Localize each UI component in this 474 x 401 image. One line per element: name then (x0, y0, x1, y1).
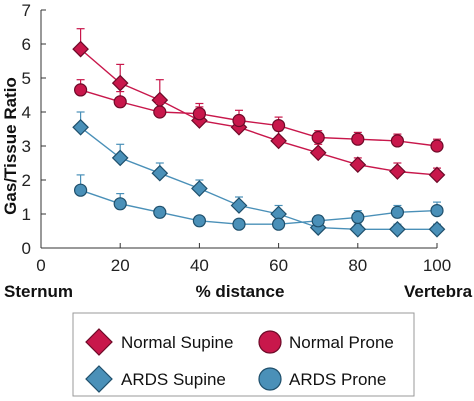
y-tick-label: 0 (22, 239, 31, 258)
y-tick-label: 6 (22, 35, 31, 54)
x-tick-label: 80 (348, 256, 367, 275)
data-point-normal-prone (73, 83, 88, 97)
series-normal-supine (72, 28, 446, 184)
series-line-ards-prone (80, 189, 438, 225)
x-tick-label: 60 (269, 256, 288, 275)
data-point-ards-prone (192, 214, 206, 228)
y-tick-label: 2 (22, 171, 31, 190)
data-point-ards-prone (390, 205, 404, 219)
data-point-ards-supine (191, 180, 208, 197)
data-point-normal-supine (72, 40, 89, 58)
data-point-normal-prone (113, 95, 127, 109)
data-point-ards-supine (349, 220, 367, 238)
legend: Normal Supine Normal Prone ARDS Supine ARDS… (72, 312, 415, 397)
y-tick-label: 4 (22, 103, 31, 122)
y-tick-label: 5 (22, 69, 31, 88)
data-point-normal-supine (270, 132, 287, 150)
data-point-ards-prone (113, 197, 127, 211)
legend-marker-normal-supine (85, 328, 113, 356)
data-point-normal-supine (389, 163, 406, 180)
series-line-normal-prone (80, 89, 438, 147)
y-tick-label: 7 (22, 1, 31, 20)
data-point-ards-prone (153, 205, 167, 219)
data-point-normal-prone (192, 107, 206, 121)
data-point-normal-prone (390, 134, 404, 148)
x-axis-label: % distance (196, 282, 285, 301)
series-layer (72, 28, 446, 238)
legend-marker-ards-prone (258, 367, 282, 391)
legend-marker-normal-prone (258, 330, 282, 354)
legend-label-ards-supine: ARDS Supine (121, 370, 226, 389)
data-point-normal-supine (309, 144, 327, 162)
data-point-normal-prone (430, 139, 444, 153)
legend-label-normal-supine: Normal Supine (121, 333, 233, 352)
data-point-ards-prone (272, 217, 286, 231)
data-point-ards-supine (389, 220, 406, 238)
data-point-normal-supine (111, 74, 129, 92)
data-point-normal-prone (153, 105, 167, 119)
series-line-normal-supine (80, 48, 438, 176)
data-point-ards-supine (151, 164, 169, 182)
data-point-ards-supine (72, 118, 89, 136)
sternum-label: Sternum (4, 282, 73, 301)
series-ards-prone (73, 174, 444, 231)
data-point-normal-prone (232, 113, 246, 128)
series-line-ards-supine (80, 126, 437, 231)
data-point-normal-prone (311, 130, 325, 145)
data-point-normal-prone (351, 132, 365, 146)
series-ards-supine (72, 111, 446, 238)
series-normal-prone (73, 79, 444, 153)
data-point-ards-supine (428, 220, 446, 238)
data-point-ards-prone (351, 210, 365, 224)
data-point-normal-prone (272, 118, 286, 133)
data-point-normal-supine (428, 166, 446, 184)
legend-label-normal-prone: Normal Prone (289, 333, 394, 352)
data-point-ards-prone (311, 214, 325, 228)
axes: 0 1 2 3 4 5 6 7 0 20 40 60 80 100 (22, 1, 452, 275)
data-point-normal-supine (349, 156, 367, 174)
data-point-ards-prone (430, 204, 444, 218)
data-point-ards-supine (111, 149, 129, 167)
legend-label-ards-prone: ARDS Prone (289, 370, 386, 389)
x-tick-label: 40 (190, 256, 209, 275)
x-tick-label: 0 (36, 256, 45, 275)
x-tick-label: 100 (423, 256, 451, 275)
y-tick-label: 3 (22, 137, 31, 156)
x-tick-label: 20 (111, 256, 130, 275)
data-point-ards-prone (73, 183, 88, 197)
legend-marker-ards-supine (85, 365, 113, 393)
y-axis-label: Gas/Tissue Ratio (1, 77, 20, 215)
vertebra-label: Vertebra (404, 282, 473, 301)
data-point-ards-supine (230, 197, 248, 214)
y-tick-label: 1 (22, 205, 31, 224)
legend-box (72, 312, 415, 397)
data-point-ards-prone (232, 217, 246, 231)
